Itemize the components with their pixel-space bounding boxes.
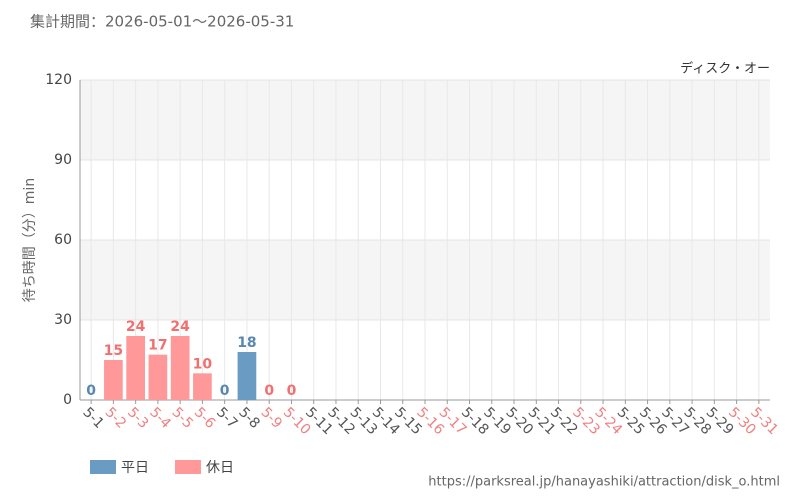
bar bbox=[237, 352, 257, 400]
x-tick-label: 5-4 bbox=[146, 404, 174, 432]
chart-title: 集計期間：2026-05-01～2026-05-31 bbox=[30, 13, 294, 31]
value-label: 15 bbox=[104, 343, 123, 359]
y-tick-label: 60 bbox=[54, 232, 72, 248]
bar bbox=[104, 360, 123, 400]
y-tick-label: 0 bbox=[63, 392, 72, 408]
x-tick-label: 5-9 bbox=[258, 404, 285, 431]
value-label: 0 bbox=[220, 383, 230, 399]
bar bbox=[170, 336, 190, 400]
legend-swatch bbox=[175, 460, 201, 474]
x-tick-label: 5-3 bbox=[124, 404, 151, 431]
value-label: 24 bbox=[126, 319, 146, 335]
bar bbox=[126, 336, 145, 400]
legend-label: 休日 bbox=[206, 460, 234, 476]
value-label: 17 bbox=[148, 338, 167, 354]
value-label: 0 bbox=[287, 383, 297, 399]
bar bbox=[193, 373, 212, 400]
x-tick-label: 5-5 bbox=[169, 404, 196, 431]
value-label: 0 bbox=[264, 383, 274, 399]
value-label: 10 bbox=[193, 356, 213, 372]
legend-label: 平日 bbox=[121, 460, 149, 476]
x-tick-label: 5-7 bbox=[213, 404, 240, 431]
y-tick-label: 30 bbox=[54, 312, 72, 328]
legend-swatch bbox=[90, 460, 116, 474]
value-label: 24 bbox=[170, 319, 190, 335]
y-axis-label: 待ち時間（分）min bbox=[22, 178, 38, 302]
value-label: 18 bbox=[237, 335, 256, 351]
x-tick-label: 5-8 bbox=[235, 404, 262, 431]
x-tick-label: 5-6 bbox=[191, 404, 219, 432]
chart-subtitle: ディスク・オー bbox=[680, 61, 770, 77]
x-tick-label: 5-1 bbox=[79, 404, 106, 431]
x-tick-label: 5-2 bbox=[102, 404, 129, 431]
y-tick-label: 120 bbox=[45, 72, 72, 88]
source-url: https://parksreal.jp/hanayashiki/attract… bbox=[428, 475, 780, 490]
bar bbox=[148, 354, 168, 400]
y-tick-label: 90 bbox=[54, 152, 72, 168]
value-label: 0 bbox=[86, 383, 96, 399]
